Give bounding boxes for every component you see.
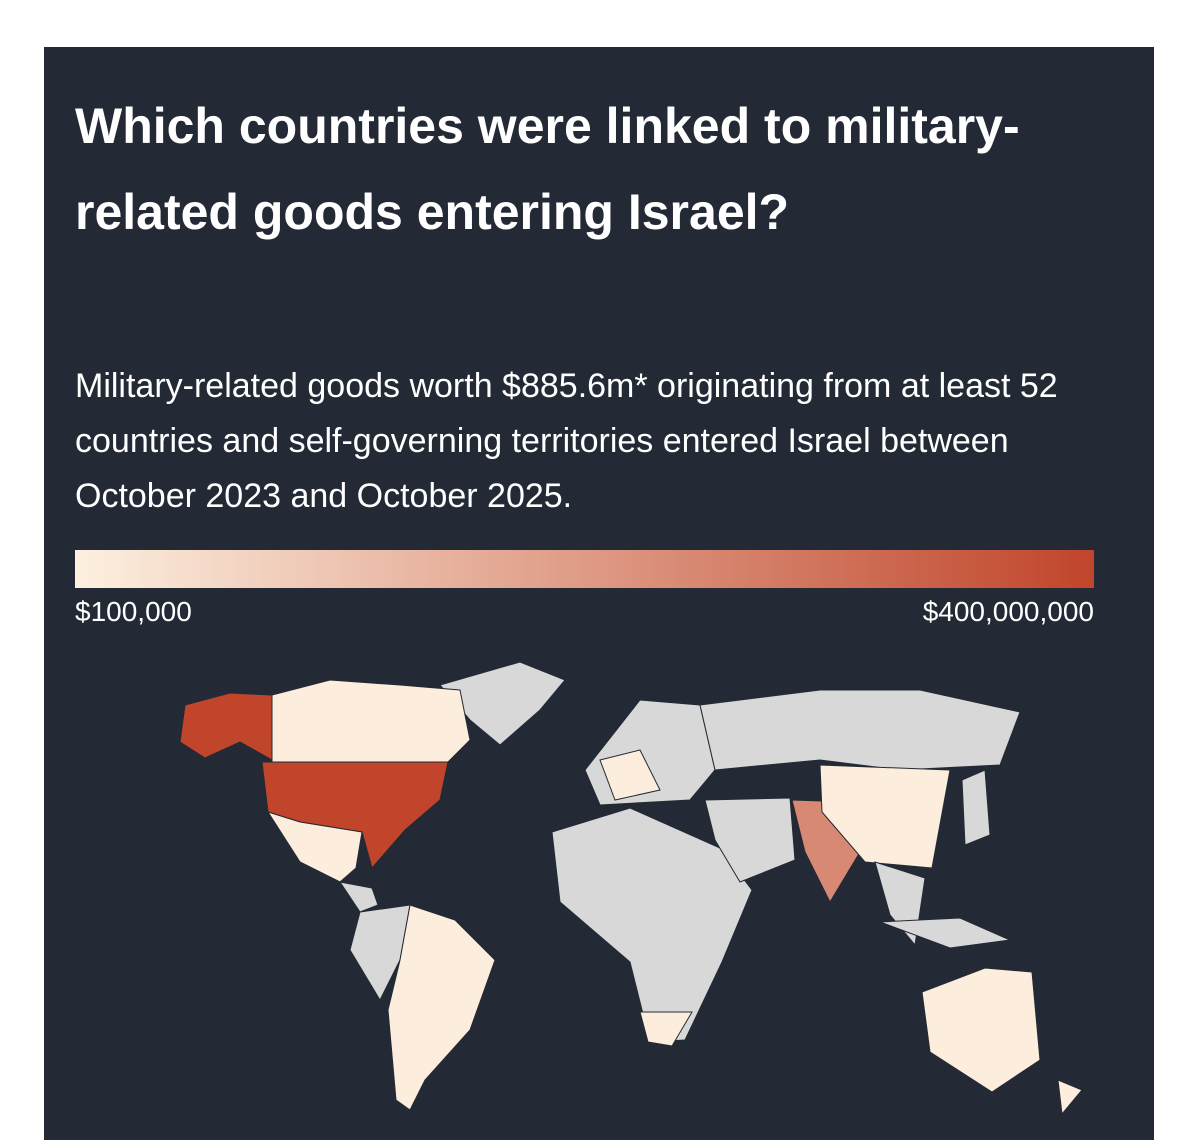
legend-min-label: $100,000 — [75, 596, 192, 627]
color-scale-bar — [75, 550, 1094, 588]
africa — [551, 807, 753, 1043]
japan — [961, 769, 991, 846]
canada — [271, 679, 471, 771]
australia — [921, 967, 1041, 1093]
infographic-panel: Which countries were linked to military-… — [44, 47, 1154, 1140]
mexico — [266, 811, 363, 883]
title: Which countries were linked to military-… — [75, 98, 1020, 240]
south-america-east — [387, 904, 496, 1111]
alaska — [179, 692, 273, 761]
middle-east — [704, 797, 796, 883]
subtitle: Military-related goods worth $885.6m* or… — [75, 367, 1058, 515]
central-america — [338, 881, 379, 913]
new-zealand — [1057, 1079, 1083, 1116]
legend-max-label: $400,000,000 — [923, 596, 1094, 627]
south-africa — [639, 1011, 693, 1047]
world-map — [179, 661, 1083, 1116]
greenland — [439, 661, 566, 746]
europe-partners — [599, 749, 661, 801]
russia — [699, 689, 1021, 771]
indonesia — [879, 917, 1012, 949]
south-america-west — [349, 904, 411, 1002]
china — [819, 764, 951, 869]
color-legend: $100,000 $400,000,000 — [74, 550, 1095, 627]
